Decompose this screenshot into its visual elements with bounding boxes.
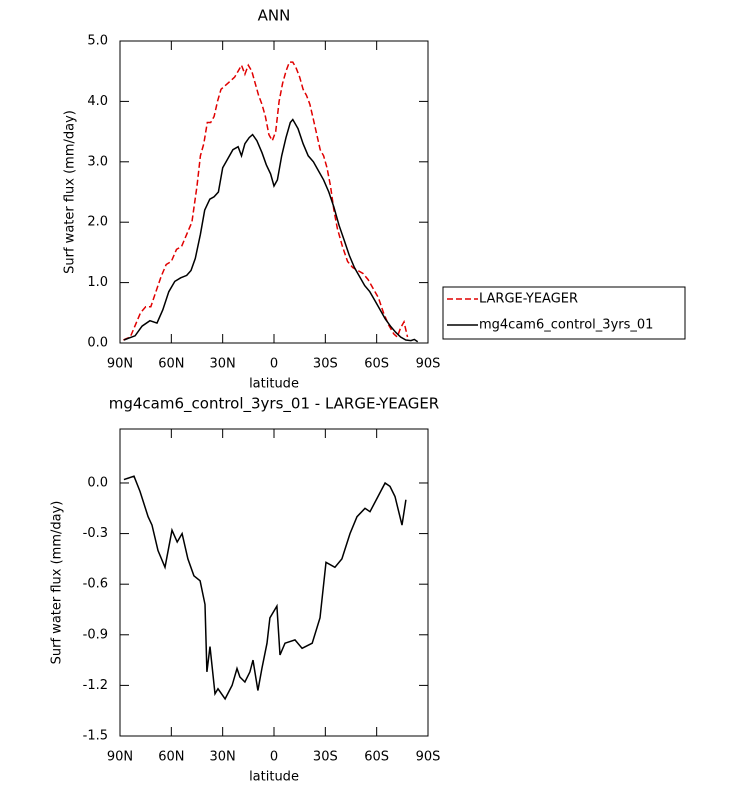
x-tick-label: 90N [107,750,133,765]
x-tick-label: 60N [158,357,184,372]
y-tick-label: -0.6 [83,577,108,592]
y-tick-label: 3.0 [87,154,108,169]
y-tick-label: -0.3 [83,526,108,541]
y-tick-label: -0.9 [83,627,108,642]
y-tick-label: 4.0 [87,94,108,109]
y-tick-label: -1.2 [83,678,108,693]
y-tick-label: 0.0 [87,475,108,490]
x-tick-label: 0 [270,750,278,765]
legend-box [442,286,686,340]
y-axis-label: Surf water flux (mm/day) [50,501,65,665]
x-tick-label: 30S [313,750,338,765]
x-axis-label: latitude [249,377,299,392]
x-tick-label: 60S [364,357,389,372]
x-axis-label: latitude [249,770,299,785]
y-tick-label: 2.0 [87,215,108,230]
data-line [123,475,407,701]
y-axis-label: Surf water flux (mm/day) [63,110,78,274]
y-tick-label: 0.0 [87,336,108,351]
chart-title: mg4cam6_control_3yrs_01 - LARGE-YEAGER [109,395,439,414]
y-tick-label: 1.0 [87,275,108,290]
x-tick-label: 90N [107,357,133,372]
x-tick-label: 60S [364,750,389,765]
x-tick-label: 30N [210,750,236,765]
legend-label: mg4cam6_control_3yrs_01 [479,318,653,333]
y-tick-label: 5.0 [87,34,108,49]
x-tick-label: 90S [416,357,441,372]
x-tick-label: 60N [158,750,184,765]
x-tick-label: 0 [270,357,278,372]
x-tick-label: 90S [416,750,441,765]
y-tick-label: -1.5 [83,729,108,744]
plot-frame [119,428,429,737]
chart-title: ANN [258,7,291,25]
x-tick-label: 30S [313,357,338,372]
data-line [123,118,419,343]
legend-label: LARGE-YEAGER [479,292,578,307]
x-tick-label: 30N [210,357,236,372]
